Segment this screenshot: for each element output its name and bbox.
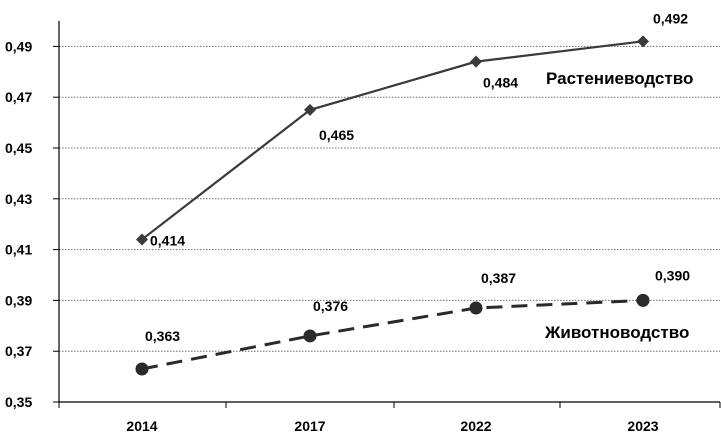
data-label: 0,492 <box>653 10 688 26</box>
point-marker <box>136 233 148 246</box>
y-tick-label: 0,49 <box>5 38 32 54</box>
series-line-rastenievodstvo <box>141 40 644 241</box>
y-tick-label: 0,45 <box>5 140 32 156</box>
point-marker <box>469 301 483 315</box>
series <box>135 35 650 376</box>
y-tick-label: 0,37 <box>5 343 32 359</box>
labels: 0,414 0,465 0,484 0,492 0,363 0,376 0,387 0,390… <box>145 10 693 344</box>
axes: 0,35 0,37 0,39 0,41 0,43 0,45 0,47 0,49 2014 2017… <box>5 21 721 434</box>
y-tick-label: 0,35 <box>5 394 32 410</box>
data-label: 0,484 <box>483 75 518 91</box>
data-label: 0,387 <box>481 270 516 286</box>
point-marker <box>637 35 649 48</box>
data-label: 0,465 <box>319 127 354 143</box>
data-label: 0,414 <box>150 232 185 248</box>
x-tick-label: 2023 <box>627 418 658 434</box>
point-marker <box>470 55 482 68</box>
series-line-zhivotnovodstvo <box>141 298 644 371</box>
data-label: 0,376 <box>313 298 348 314</box>
x-tick-label: 2022 <box>460 418 491 434</box>
point-marker <box>135 362 149 376</box>
gridlines <box>59 45 720 352</box>
point-marker <box>304 103 316 116</box>
series-label-rastenievodstvo: Растениеводство <box>546 69 693 88</box>
x-tick-label: 2014 <box>126 418 157 434</box>
series-label-zhivotnovodstvo: Животноводство <box>544 323 689 342</box>
data-label: 0,363 <box>145 328 180 344</box>
y-tick-label: 0,39 <box>5 292 32 308</box>
point-marker <box>636 293 650 307</box>
data-label: 0,390 <box>655 267 690 283</box>
x-tick-label: 2017 <box>294 418 325 434</box>
point-marker <box>303 329 317 343</box>
y-tick-label: 0,41 <box>5 242 32 258</box>
y-tick-label: 0,43 <box>5 191 32 207</box>
y-tick-label: 0,47 <box>5 89 32 105</box>
